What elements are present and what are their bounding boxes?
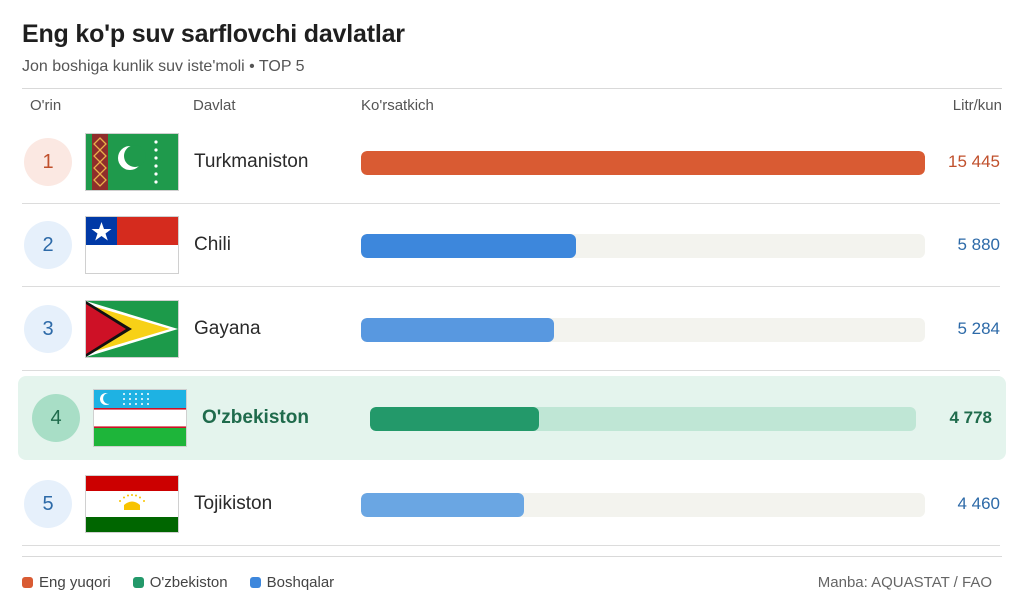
legend-item-top: Eng yuqori	[22, 574, 111, 591]
bar-track-1	[361, 151, 925, 175]
legend-swatch-top	[22, 577, 33, 588]
rank-badge-4: 4	[32, 394, 80, 442]
rank-badge-2: 2	[24, 221, 72, 269]
country-name-2: Chili	[194, 234, 231, 255]
legend-label-others: Boshqalar	[266, 574, 335, 591]
value-label-1: 15 445	[948, 152, 1000, 171]
bar-1	[361, 151, 925, 175]
flag-turkmenistan-icon	[86, 134, 178, 190]
row-divider	[22, 203, 1000, 204]
flag-tajikistan-icon	[86, 476, 178, 532]
bar-track-3	[361, 318, 925, 342]
bar-3	[361, 318, 554, 342]
chart-subtitle: Jon boshiga kunlik suv iste'moli • TOP 5	[22, 58, 305, 75]
footer-divider	[22, 556, 1002, 557]
flag-uzbekistan-icon	[94, 390, 186, 446]
bar-4	[370, 407, 539, 431]
bar-track-2	[361, 234, 925, 258]
legend-item-uzbekistan: O'zbekiston	[132, 574, 228, 591]
country-name-4: O'zbekiston	[202, 407, 309, 428]
country-name-1: Turkmaniston	[194, 151, 309, 172]
flag-chile-icon	[86, 217, 178, 273]
country-name-5: Tojikiston	[194, 493, 273, 514]
row-divider	[22, 370, 1000, 371]
bar-5	[361, 493, 524, 517]
value-label-5: 4 460	[957, 494, 1000, 513]
table-row-5: 5 Tojikiston 4 460	[22, 464, 1000, 546]
legend-label-uzbekistan: O'zbekiston	[149, 574, 228, 591]
row-divider	[22, 286, 1000, 287]
legend-label-top: Eng yuqori	[39, 574, 111, 591]
table-row-2: 2 Chili 5 880	[22, 205, 1000, 287]
header-unit: Litr/kun	[952, 97, 1002, 114]
value-label-4: 4 778	[949, 408, 992, 427]
chart-title: Eng ko'p suv sarflovchi davlatlar	[22, 20, 405, 48]
rank-badge-3: 3	[24, 305, 72, 353]
bar-2	[361, 234, 576, 258]
row-divider	[22, 545, 1000, 546]
header-country: Davlat	[193, 97, 236, 114]
bar-track-5	[361, 493, 925, 517]
table-row-4-highlighted: 4 O'zbekiston 4 778	[18, 376, 1006, 460]
rank-badge-5: 5	[24, 480, 72, 528]
country-name-3: Gayana	[194, 318, 261, 339]
flag-guyana-icon	[86, 301, 178, 357]
source-note: Manba: AQUASTAT / FAO	[817, 574, 992, 591]
value-label-3: 5 284	[957, 319, 1000, 338]
legend-item-others: Boshqalar	[249, 574, 335, 591]
rank-badge-1: 1	[24, 138, 72, 186]
legend-swatch-uzbekistan	[132, 577, 144, 588]
legend: Eng yuqori O'zbekiston Boshqalar	[22, 574, 334, 591]
value-label-2: 5 880	[957, 235, 1000, 254]
table-row-3: 3 Gayana 5 284	[22, 289, 1000, 371]
header-indicator: Ko'rsatkich	[361, 97, 434, 114]
legend-swatch-others	[249, 577, 261, 588]
table-row-1: 1 Turkmaniston 15 445	[22, 122, 1000, 204]
bar-track-4	[370, 407, 916, 431]
header-divider	[22, 88, 1002, 89]
header-rank: O'rin	[30, 97, 62, 114]
